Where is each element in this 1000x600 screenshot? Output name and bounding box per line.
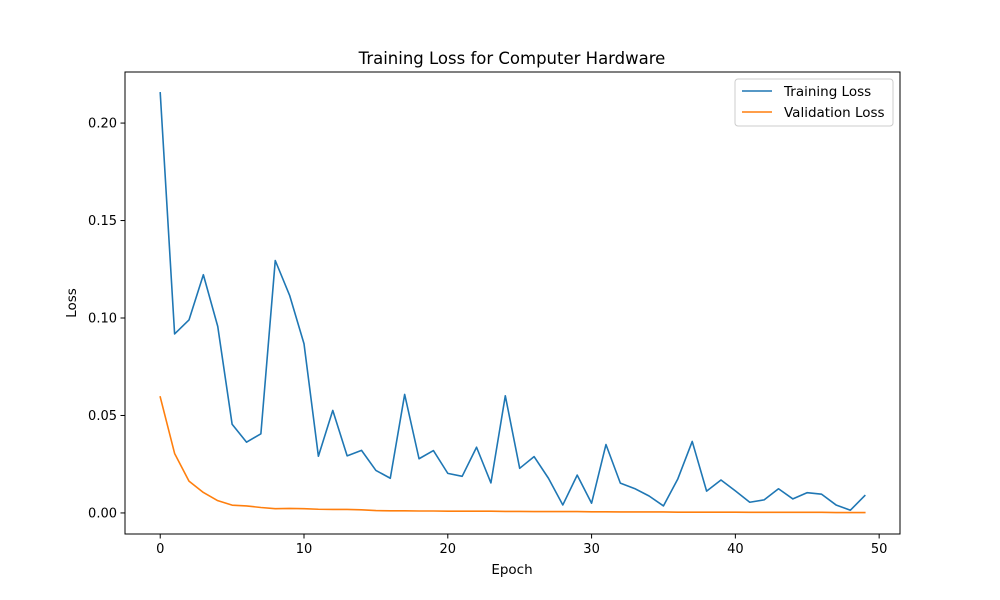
y-tick-label: 0.05	[88, 409, 117, 424]
plot-frame	[124, 71, 901, 535]
x-tick-label: 10	[296, 542, 313, 557]
series-line-validation-loss	[159, 395, 866, 514]
x-axis-label: Epoch	[491, 562, 532, 578]
series-layer	[159, 92, 866, 514]
y-tick-label: 0.10	[88, 312, 117, 327]
y-tick-label: 0.15	[88, 214, 117, 229]
x-tick-label: 30	[583, 542, 600, 557]
series-line-training-loss	[159, 92, 866, 512]
y-axis-label: Loss	[64, 288, 80, 318]
legend-label: Training Loss	[783, 84, 871, 100]
y-tick-label: 0.20	[88, 117, 117, 132]
x-axis: 0 10 20 30 40 50	[156, 534, 887, 557]
y-axis: 0.00 0.05 0.10 0.15 0.20	[88, 117, 125, 521]
legend: Training Loss Validation Loss	[734, 78, 894, 127]
x-tick-label: 20	[440, 542, 457, 557]
plot-area	[125, 72, 900, 534]
legend-box	[734, 78, 894, 127]
chart-title: Training Loss for Computer Hardware	[358, 49, 666, 68]
legend-label: Validation Loss	[784, 105, 885, 121]
y-tick-label: 0.00	[88, 506, 117, 521]
x-tick-label: 40	[727, 542, 744, 557]
x-tick-label: 50	[871, 542, 888, 557]
x-tick-label: 0	[156, 542, 164, 557]
